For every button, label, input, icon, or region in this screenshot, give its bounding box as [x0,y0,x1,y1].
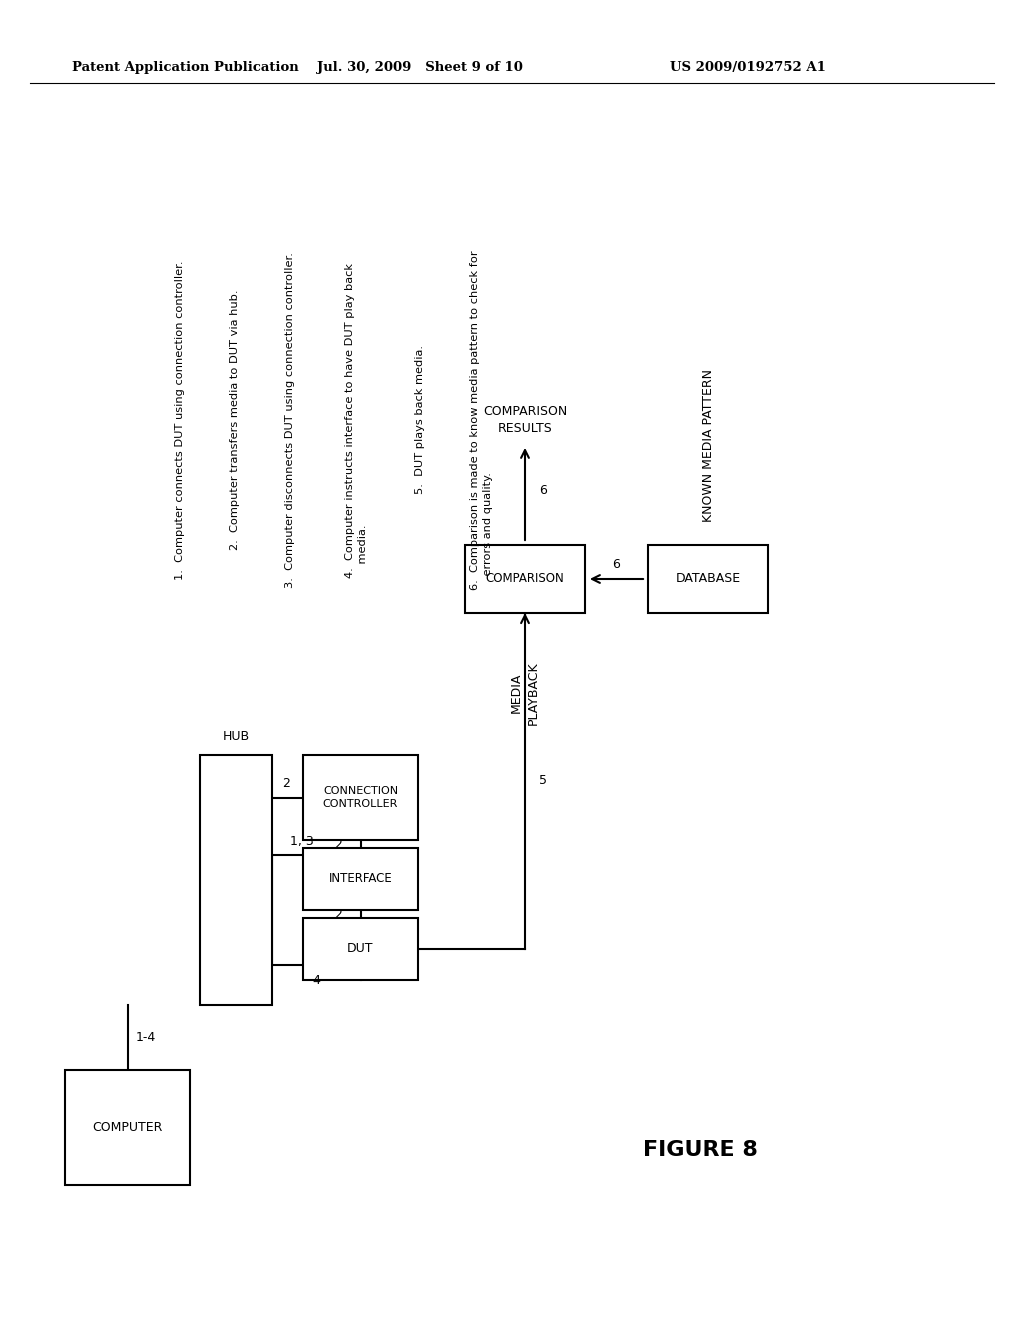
Bar [648,545,768,612]
Bar [65,1071,190,1185]
Text: 1-4: 1-4 [135,1031,156,1044]
Text: 2.  Computer transfers media to DUT via hub.: 2. Computer transfers media to DUT via h… [230,290,240,550]
Text: Jul. 30, 2009   Sheet 9 of 10: Jul. 30, 2009 Sheet 9 of 10 [317,62,523,74]
Text: INTERFACE: INTERFACE [329,873,392,886]
Text: 2: 2 [335,837,342,850]
Text: 3.  Computer disconnects DUT using connection controller.: 3. Computer disconnects DUT using connec… [285,252,295,587]
Text: HUB: HUB [222,730,250,743]
Bar [303,755,418,840]
Text: KNOWN MEDIA PATTERN: KNOWN MEDIA PATTERN [701,368,715,521]
Bar [303,847,418,909]
Text: MEDIA
PLAYBACK: MEDIA PLAYBACK [510,661,540,725]
Text: 4: 4 [312,974,321,987]
Text: FIGURE 8: FIGURE 8 [643,1140,758,1160]
Text: 1.  Computer connects DUT using connection controller.: 1. Computer connects DUT using connectio… [175,260,185,579]
Text: 4.  Computer instructs interface to have DUT play back
    media.: 4. Computer instructs interface to have … [345,263,369,578]
Text: 2: 2 [282,777,290,789]
Text: CONNECTION
CONTROLLER: CONNECTION CONTROLLER [323,785,398,809]
Text: 2: 2 [335,908,342,920]
Bar [200,755,272,1005]
Bar [303,917,418,979]
Text: COMPUTER: COMPUTER [92,1121,163,1134]
Text: 6: 6 [539,483,547,496]
Text: COMPARISON
RESULTS: COMPARISON RESULTS [483,405,567,436]
Text: Patent Application Publication: Patent Application Publication [72,62,299,74]
Text: 6: 6 [612,557,621,570]
Text: 1, 3: 1, 3 [290,836,314,849]
Text: DUT: DUT [347,942,374,956]
Text: COMPARISON: COMPARISON [485,573,564,586]
Text: DATABASE: DATABASE [676,573,740,586]
Text: US 2009/0192752 A1: US 2009/0192752 A1 [670,62,826,74]
Text: 5.  DUT plays back media.: 5. DUT plays back media. [415,346,425,495]
Text: 5: 5 [539,775,547,788]
Text: 6.  Comparison is made to know media pattern to check for
    errors and quality: 6. Comparison is made to know media patt… [470,251,494,590]
Bar [465,545,585,612]
